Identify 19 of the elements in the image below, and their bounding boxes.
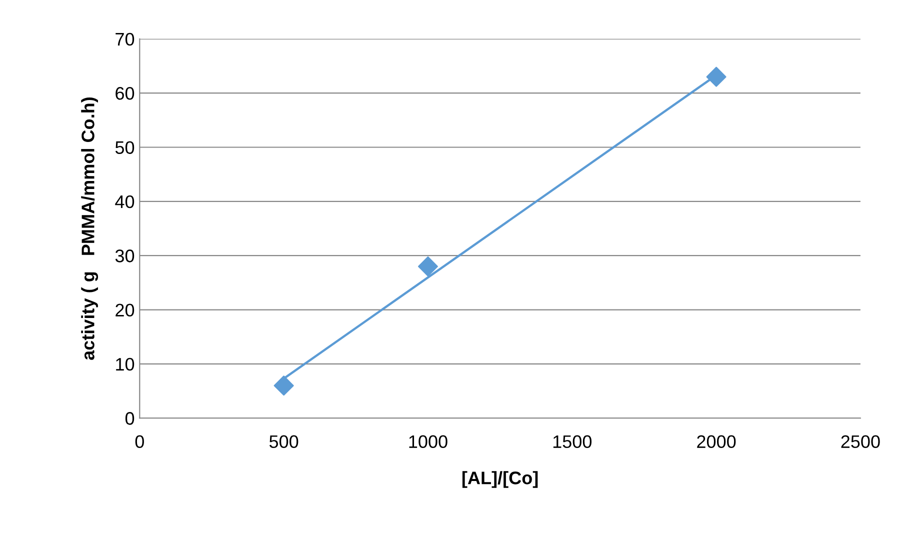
x-tick-label: 1500 bbox=[553, 435, 592, 448]
y-tick-label: 10 bbox=[116, 358, 134, 371]
y-tick-label: 50 bbox=[115, 141, 134, 154]
y-tick-label: 30 bbox=[115, 250, 134, 262]
x-tick-label: 0 bbox=[135, 435, 144, 448]
x-tick-label: 2000 bbox=[697, 435, 736, 448]
x-tick-label: 2500 bbox=[841, 435, 880, 448]
x-tick-label: 1000 bbox=[409, 435, 448, 448]
y-tick-label: 20 bbox=[116, 304, 134, 316]
y-axis-title: activity ( g PMMA/mmol Co.h) bbox=[81, 97, 98, 360]
x-tick-label: 500 bbox=[269, 435, 298, 448]
point bbox=[706, 66, 726, 87]
point bbox=[418, 256, 438, 276]
y-tick-label: 0 bbox=[125, 412, 134, 425]
y-tick-label: 40 bbox=[115, 195, 134, 208]
y-tick-label: 60 bbox=[116, 87, 134, 100]
x-axis-title: [AL]/[Co] bbox=[462, 471, 538, 488]
point bbox=[274, 376, 294, 396]
y-tick-label: 70 bbox=[116, 32, 134, 46]
